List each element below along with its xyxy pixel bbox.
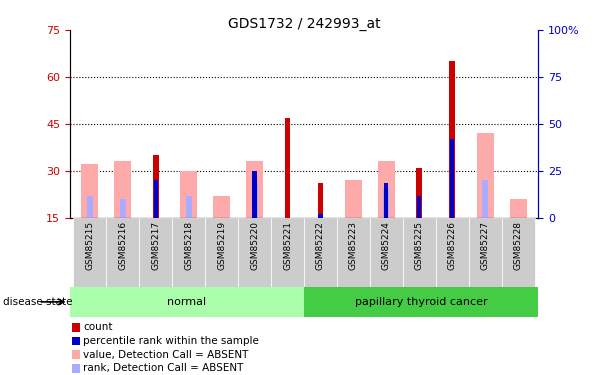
Bar — [120, 199, 126, 217]
Bar — [139, 217, 172, 287]
Bar — [181, 171, 197, 217]
Bar — [304, 287, 538, 317]
Text: papillary thyroid cancer: papillary thyroid cancer — [354, 297, 488, 307]
Bar — [482, 180, 488, 218]
Bar — [238, 217, 271, 287]
Text: GSM85215: GSM85215 — [85, 221, 94, 270]
Bar — [384, 183, 389, 218]
Bar — [345, 180, 362, 218]
Text: GSM85225: GSM85225 — [415, 221, 424, 270]
Text: GSM85219: GSM85219 — [217, 221, 226, 270]
Bar — [72, 337, 80, 345]
Bar — [153, 189, 159, 217]
Bar — [205, 217, 238, 287]
Bar — [502, 217, 535, 287]
Bar — [106, 217, 139, 287]
Bar — [70, 287, 304, 317]
Text: value, Detection Call = ABSENT: value, Detection Call = ABSENT — [83, 350, 249, 360]
Bar — [172, 217, 205, 287]
Bar — [451, 140, 454, 218]
Bar — [469, 217, 502, 287]
Bar — [378, 161, 395, 218]
Bar — [72, 350, 80, 359]
Bar — [72, 364, 80, 372]
Text: disease state: disease state — [3, 297, 72, 307]
Bar — [317, 183, 323, 218]
Bar — [271, 217, 304, 287]
Bar — [72, 323, 80, 332]
Bar — [449, 61, 455, 217]
Text: GSM85223: GSM85223 — [349, 221, 358, 270]
Bar — [285, 117, 291, 218]
Bar — [403, 217, 436, 287]
Bar — [370, 217, 403, 287]
Bar — [319, 214, 323, 217]
Bar — [416, 168, 423, 217]
Text: GDS1732 / 242993_at: GDS1732 / 242993_at — [227, 17, 381, 31]
Bar — [185, 196, 192, 217]
Bar — [114, 161, 131, 218]
Bar — [304, 217, 337, 287]
Bar — [81, 164, 98, 218]
Bar — [477, 133, 494, 218]
Bar — [213, 196, 230, 217]
Bar — [417, 196, 421, 217]
Bar — [154, 180, 157, 218]
Bar — [87, 196, 92, 217]
Text: GSM85218: GSM85218 — [184, 221, 193, 270]
Bar — [252, 183, 258, 218]
Text: rank, Detection Call = ABSENT: rank, Detection Call = ABSENT — [83, 363, 244, 373]
Bar — [153, 155, 159, 218]
Text: count: count — [83, 322, 112, 332]
Text: GSM85220: GSM85220 — [250, 221, 259, 270]
Text: GSM85221: GSM85221 — [283, 221, 292, 270]
Text: GSM85228: GSM85228 — [514, 221, 523, 270]
Bar — [252, 171, 257, 217]
Text: GSM85222: GSM85222 — [316, 221, 325, 270]
Text: GSM85226: GSM85226 — [448, 221, 457, 270]
Text: percentile rank within the sample: percentile rank within the sample — [83, 336, 259, 346]
Bar — [337, 217, 370, 287]
Bar — [246, 161, 263, 218]
Text: normal: normal — [167, 297, 207, 307]
Bar — [436, 217, 469, 287]
Bar — [384, 189, 389, 217]
Text: GSM85217: GSM85217 — [151, 221, 160, 270]
Bar — [73, 217, 106, 287]
Text: GSM85227: GSM85227 — [481, 221, 490, 270]
Text: GSM85216: GSM85216 — [118, 221, 127, 270]
Text: GSM85224: GSM85224 — [382, 221, 391, 270]
Bar — [510, 199, 527, 217]
